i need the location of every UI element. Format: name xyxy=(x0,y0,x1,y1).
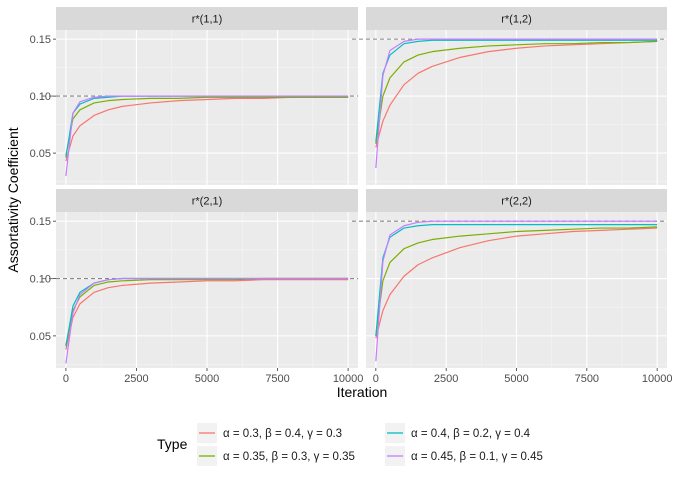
x-tick-label: 10000 xyxy=(642,373,673,385)
legend-label: α = 0.45, β = 0.1, γ = 0.45 xyxy=(411,451,543,463)
panel-strip-label: r*(2,1) xyxy=(192,196,223,208)
legend-item-3: α = 0.4, β = 0.2, γ = 0.4 xyxy=(385,423,531,443)
legend-item-2: α = 0.35, β = 0.3, γ = 0.35 xyxy=(197,446,355,466)
y-axis-title: Assortativity Coefficient xyxy=(5,127,21,272)
panel-strip xyxy=(56,7,358,30)
y-tick-label: 0.10 xyxy=(30,91,51,103)
legend-item-1: α = 0.3, β = 0.4, γ = 0.3 xyxy=(197,423,342,443)
series-line-3 xyxy=(375,39,658,142)
panel-1: r*(1,1) 0.05 0.10 0.15 xyxy=(30,7,358,185)
x-tick-label: 5000 xyxy=(504,373,528,385)
x-axis-title: Iteration xyxy=(337,384,388,400)
panel-strip xyxy=(366,7,667,30)
series-line-2 xyxy=(65,96,349,156)
series-line-4 xyxy=(65,95,349,176)
series-line-3 xyxy=(375,224,658,336)
series-line-1 xyxy=(375,40,658,148)
x-tick-label: 2500 xyxy=(434,373,458,385)
series-line-4 xyxy=(65,277,349,364)
x-tick-label: 7500 xyxy=(575,373,599,385)
y-tick-label: 0.05 xyxy=(30,148,51,160)
panel-3: r*(2,1) 0.05 0.10 0.15 0 2500 5000 7500 10000 xyxy=(30,189,364,385)
legend-label: α = 0.4, β = 0.2, γ = 0.4 xyxy=(411,428,531,440)
legend-title: Type xyxy=(157,436,188,452)
y-tick-label: 0.15 xyxy=(30,216,51,228)
series-line-4 xyxy=(375,220,658,362)
x-tick-label: 7500 xyxy=(265,373,289,385)
y-tick-label: 0.15 xyxy=(30,34,51,46)
legend: Type α = 0.3, β = 0.4, γ = 0.3 α = 0.35, … xyxy=(157,423,543,466)
x-tick-label: 0 xyxy=(373,373,379,385)
series-line-1 xyxy=(65,279,349,350)
series-line-2 xyxy=(375,40,658,145)
panel-2: r*(1,2) xyxy=(352,7,667,185)
series-line-4 xyxy=(375,38,658,168)
x-tick-label: 0 xyxy=(63,373,69,385)
series-line-2 xyxy=(375,226,658,336)
panel-strip-label: r*(1,1) xyxy=(192,14,223,26)
series-line-1 xyxy=(375,227,658,339)
y-tick-label: 0.10 xyxy=(30,274,51,286)
facet-panels: r*(1,1) 0.05 0.10 0.15 r*(1,2) r*(2,1) 0.05 0.1… xyxy=(30,7,672,385)
axes: Iteration Assortativity Coefficient xyxy=(5,127,387,400)
panel-strip xyxy=(366,189,667,212)
panel-4: r*(2,2) 0 2500 5000 7500 10000 xyxy=(352,189,672,385)
y-tick-label: 0.05 xyxy=(30,331,51,343)
panel-strip-label: r*(2,2) xyxy=(501,196,532,208)
x-tick-label: 5000 xyxy=(195,373,219,385)
x-tick-label: 10000 xyxy=(333,373,364,385)
panel-strip-label: r*(1,2) xyxy=(501,14,532,26)
x-tick-label: 2500 xyxy=(124,373,148,385)
legend-label: α = 0.35, β = 0.3, γ = 0.35 xyxy=(223,451,355,463)
panel-strip xyxy=(56,189,358,212)
legend-label: α = 0.3, β = 0.4, γ = 0.3 xyxy=(223,428,342,440)
legend-item-4: α = 0.45, β = 0.1, γ = 0.45 xyxy=(385,446,543,466)
